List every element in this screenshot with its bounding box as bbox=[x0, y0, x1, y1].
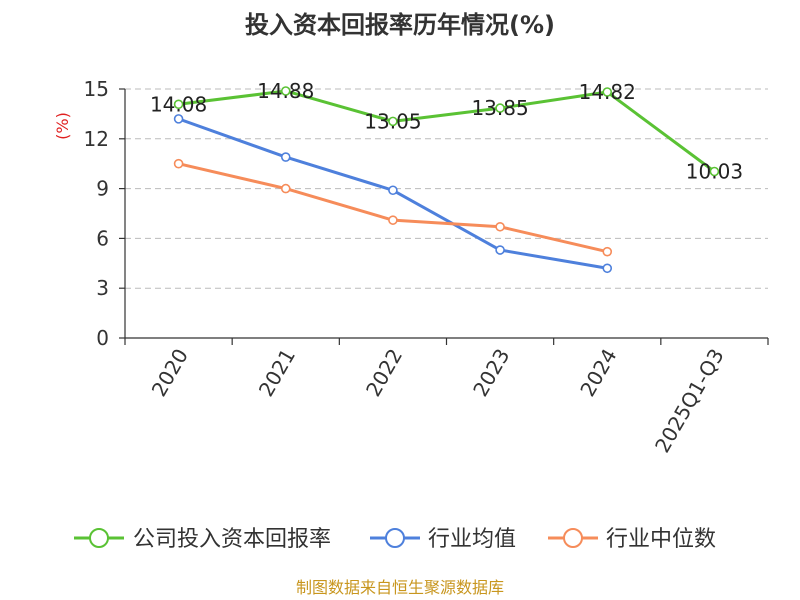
data-label: 13.05 bbox=[364, 109, 421, 133]
series-line-2 bbox=[178, 162, 608, 254]
y-axis-label: (%) bbox=[53, 112, 72, 140]
data-point bbox=[280, 152, 291, 162]
data-point bbox=[495, 221, 505, 232]
data-label: 13.85 bbox=[471, 96, 528, 120]
y-tick-label: 9 bbox=[96, 177, 109, 201]
data-point bbox=[495, 103, 505, 113]
x-tick-label: 2025Q1-Q3 bbox=[650, 345, 729, 457]
data-point bbox=[495, 245, 505, 255]
data-label: 10.03 bbox=[686, 160, 743, 184]
legend-label: 行业均值 bbox=[428, 527, 516, 552]
data-point bbox=[602, 263, 613, 274]
data-point bbox=[388, 116, 398, 127]
source-note: 制图数据来自恒生聚源数据库 bbox=[296, 578, 504, 597]
data-point bbox=[280, 183, 291, 194]
x-tick-label: 2022 bbox=[361, 345, 407, 401]
x-tick-label: 2023 bbox=[468, 345, 514, 401]
data-point bbox=[602, 246, 613, 257]
legend-label: 公司投入资本回报率 bbox=[133, 527, 331, 552]
chart-title: 投入资本回报率历年情况(%) bbox=[245, 11, 555, 39]
data-label: 14.82 bbox=[579, 80, 636, 104]
x-tick-label: 2020 bbox=[147, 345, 193, 401]
legend-swatch-marker bbox=[385, 528, 405, 548]
y-tick-label: 6 bbox=[96, 226, 109, 250]
data-point bbox=[173, 158, 184, 169]
data-point bbox=[388, 185, 398, 196]
data-point bbox=[709, 166, 720, 177]
data-point bbox=[280, 86, 291, 96]
y-tick-label: 0 bbox=[96, 326, 109, 350]
data-label: 14.88 bbox=[257, 79, 314, 103]
axes: 0 3 6 9 12 15 2020 2021 2022 2023 2024 2025Q1-Q3 bbox=[84, 77, 769, 457]
grid-lines bbox=[125, 88, 768, 289]
y-tick-label: 12 bbox=[84, 127, 109, 151]
y-tick-label: 3 bbox=[96, 276, 109, 300]
series-line-0 bbox=[178, 89, 716, 173]
data-labels: 14.08 14.88 13.05 13.85 14.82 10.03 bbox=[150, 79, 743, 184]
data-point bbox=[173, 99, 184, 110]
legend-label: 行业中位数 bbox=[606, 527, 716, 552]
x-tick-label: 2024 bbox=[575, 345, 621, 401]
legend-swatch-marker bbox=[89, 528, 109, 548]
x-tick-label: 2021 bbox=[254, 345, 300, 401]
data-point bbox=[602, 87, 613, 97]
series-lines bbox=[173, 86, 720, 274]
legend: 公司投入资本回报率 行业均值 行业中位数 bbox=[74, 527, 716, 552]
data-point bbox=[388, 215, 398, 225]
legend-swatch-marker bbox=[563, 528, 583, 548]
data-point bbox=[173, 114, 184, 124]
data-label: 14.08 bbox=[150, 92, 207, 116]
y-tick-label: 15 bbox=[84, 77, 109, 101]
